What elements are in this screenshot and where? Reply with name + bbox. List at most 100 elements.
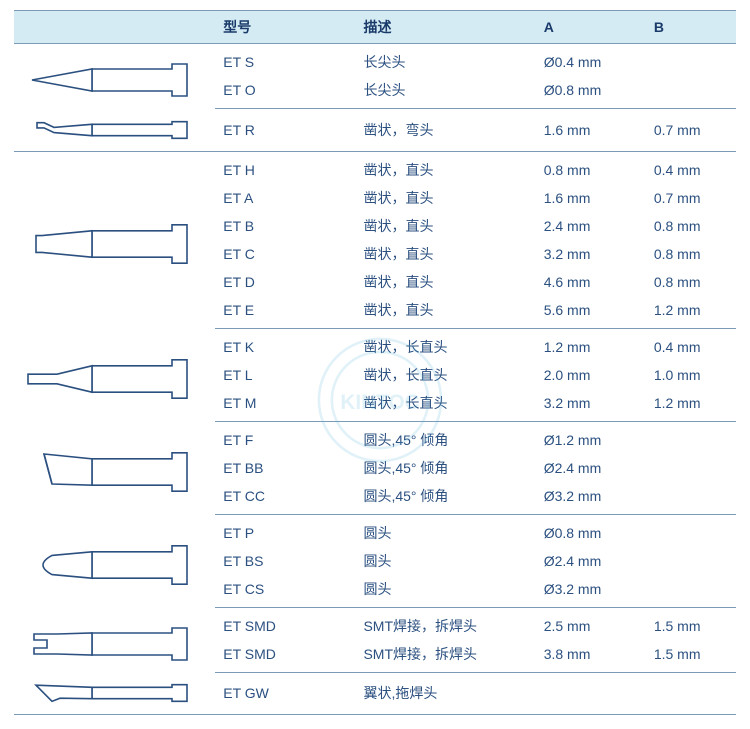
cell-desc: 圆头,45° 倾角: [355, 421, 535, 454]
cell-desc: 凿状，直头: [355, 151, 535, 184]
cell-a: Ø0.8 mm: [536, 76, 646, 109]
cell-model: ET CS: [215, 575, 355, 608]
cell-a: Ø2.4 mm: [536, 454, 646, 482]
cell-model: ET M: [215, 389, 355, 422]
cell-a: Ø1.2 mm: [536, 421, 646, 454]
tip-illustration: [14, 514, 215, 607]
cell-model: ET F: [215, 421, 355, 454]
cell-model: ET R: [215, 109, 355, 152]
cell-desc: 圆头: [355, 514, 535, 547]
cell-desc: 凿状，直头: [355, 240, 535, 268]
cell-a: 5.6 mm: [536, 296, 646, 329]
cell-a: Ø0.4 mm: [536, 44, 646, 77]
cell-a: 4.6 mm: [536, 268, 646, 296]
cell-desc: 长尖头: [355, 44, 535, 77]
tip-illustration: [14, 672, 215, 715]
table-row: ET S长尖头Ø0.4 mm: [14, 44, 736, 77]
cell-b: 1.5 mm: [646, 607, 736, 640]
cell-b: [646, 514, 736, 547]
cell-a: [536, 672, 646, 715]
cell-model: ET E: [215, 296, 355, 329]
cell-desc: 凿状，长直头: [355, 361, 535, 389]
cell-b: [646, 672, 736, 715]
cell-model: ET SMD: [215, 640, 355, 673]
cell-a: 1.6 mm: [536, 184, 646, 212]
cell-model: ET P: [215, 514, 355, 547]
cell-desc: 圆头,45° 倾角: [355, 454, 535, 482]
cell-model: ET C: [215, 240, 355, 268]
table-container: KINTOC 型号 描述 A B ET S长尖头Ø0.4 mmET O长尖头Ø0…: [0, 0, 750, 729]
cell-b: [646, 575, 736, 608]
cell-model: ET D: [215, 268, 355, 296]
header-a: A: [536, 11, 646, 44]
cell-desc: 凿状，弯头: [355, 109, 535, 152]
cell-b: [646, 421, 736, 454]
cell-desc: 凿状，长直头: [355, 389, 535, 422]
table-row: ET K凿状，长直头1.2 mm0.4 mm: [14, 328, 736, 361]
cell-desc: 翼状,拖焊头: [355, 672, 535, 715]
cell-b: 0.7 mm: [646, 109, 736, 152]
cell-model: ET O: [215, 76, 355, 109]
cell-b: 0.8 mm: [646, 240, 736, 268]
table-row: ET P圆头Ø0.8 mm: [14, 514, 736, 547]
tip-chisel-bent-icon: [22, 117, 207, 143]
cell-model: ET A: [215, 184, 355, 212]
cell-model: ET BB: [215, 454, 355, 482]
cell-desc: 圆头: [355, 575, 535, 608]
cell-a: 0.8 mm: [536, 151, 646, 184]
cell-desc: SMT焊接，拆焊头: [355, 607, 535, 640]
table-row: ET SMDSMT焊接，拆焊头2.5 mm1.5 mm: [14, 607, 736, 640]
table-row: ET R凿状，弯头1.6 mm0.7 mm: [14, 109, 736, 152]
cell-a: 1.6 mm: [536, 109, 646, 152]
table-row: ET F圆头,45° 倾角Ø1.2 mm: [14, 421, 736, 454]
cell-model: ET K: [215, 328, 355, 361]
cell-model: ET CC: [215, 482, 355, 515]
cell-a: 1.2 mm: [536, 328, 646, 361]
cell-a: 2.4 mm: [536, 212, 646, 240]
cell-model: ET SMD: [215, 607, 355, 640]
cell-a: 3.2 mm: [536, 389, 646, 422]
cell-desc: 圆头,45° 倾角: [355, 482, 535, 515]
tip-illustration: [14, 328, 215, 421]
cell-a: 3.8 mm: [536, 640, 646, 673]
cell-b: 0.4 mm: [646, 151, 736, 184]
tip-chisel-long-icon: [22, 349, 207, 409]
cell-a: Ø3.2 mm: [536, 482, 646, 515]
tip-illustration: [14, 607, 215, 672]
cell-desc: 凿状，直头: [355, 296, 535, 329]
cell-b: [646, 454, 736, 482]
cell-model: ET BS: [215, 547, 355, 575]
cell-a: 2.5 mm: [536, 607, 646, 640]
tip-smd-icon: [22, 619, 207, 669]
cell-b: 0.4 mm: [646, 328, 736, 361]
tip-gullwing-icon: [22, 680, 207, 706]
cell-model: ET H: [215, 151, 355, 184]
tip-illustration: [14, 44, 215, 109]
table-row: ET H凿状，直头0.8 mm0.4 mm: [14, 151, 736, 184]
table-row: ET GW翼状,拖焊头: [14, 672, 736, 715]
cell-model: ET B: [215, 212, 355, 240]
tip-illustration: [14, 421, 215, 514]
tip-conical-icon: [22, 55, 207, 105]
cell-desc: 圆头: [355, 547, 535, 575]
cell-desc: 凿状，直头: [355, 212, 535, 240]
cell-b: [646, 547, 736, 575]
cell-a: Ø0.8 mm: [536, 514, 646, 547]
cell-b: [646, 44, 736, 77]
header-model: 型号: [215, 11, 355, 44]
tip-round-icon: [22, 535, 207, 595]
cell-model: ET S: [215, 44, 355, 77]
header-row: 型号 描述 A B: [14, 11, 736, 44]
cell-b: 0.8 mm: [646, 268, 736, 296]
cell-desc: SMT焊接，拆焊头: [355, 640, 535, 673]
cell-b: 1.2 mm: [646, 389, 736, 422]
cell-desc: 凿状，直头: [355, 268, 535, 296]
cell-model: ET GW: [215, 672, 355, 715]
cell-b: 1.5 mm: [646, 640, 736, 673]
tip-chisel-straight-icon: [22, 214, 207, 274]
cell-b: [646, 76, 736, 109]
header-b: B: [646, 11, 736, 44]
cell-model: ET L: [215, 361, 355, 389]
cell-a: 2.0 mm: [536, 361, 646, 389]
cell-a: 3.2 mm: [536, 240, 646, 268]
